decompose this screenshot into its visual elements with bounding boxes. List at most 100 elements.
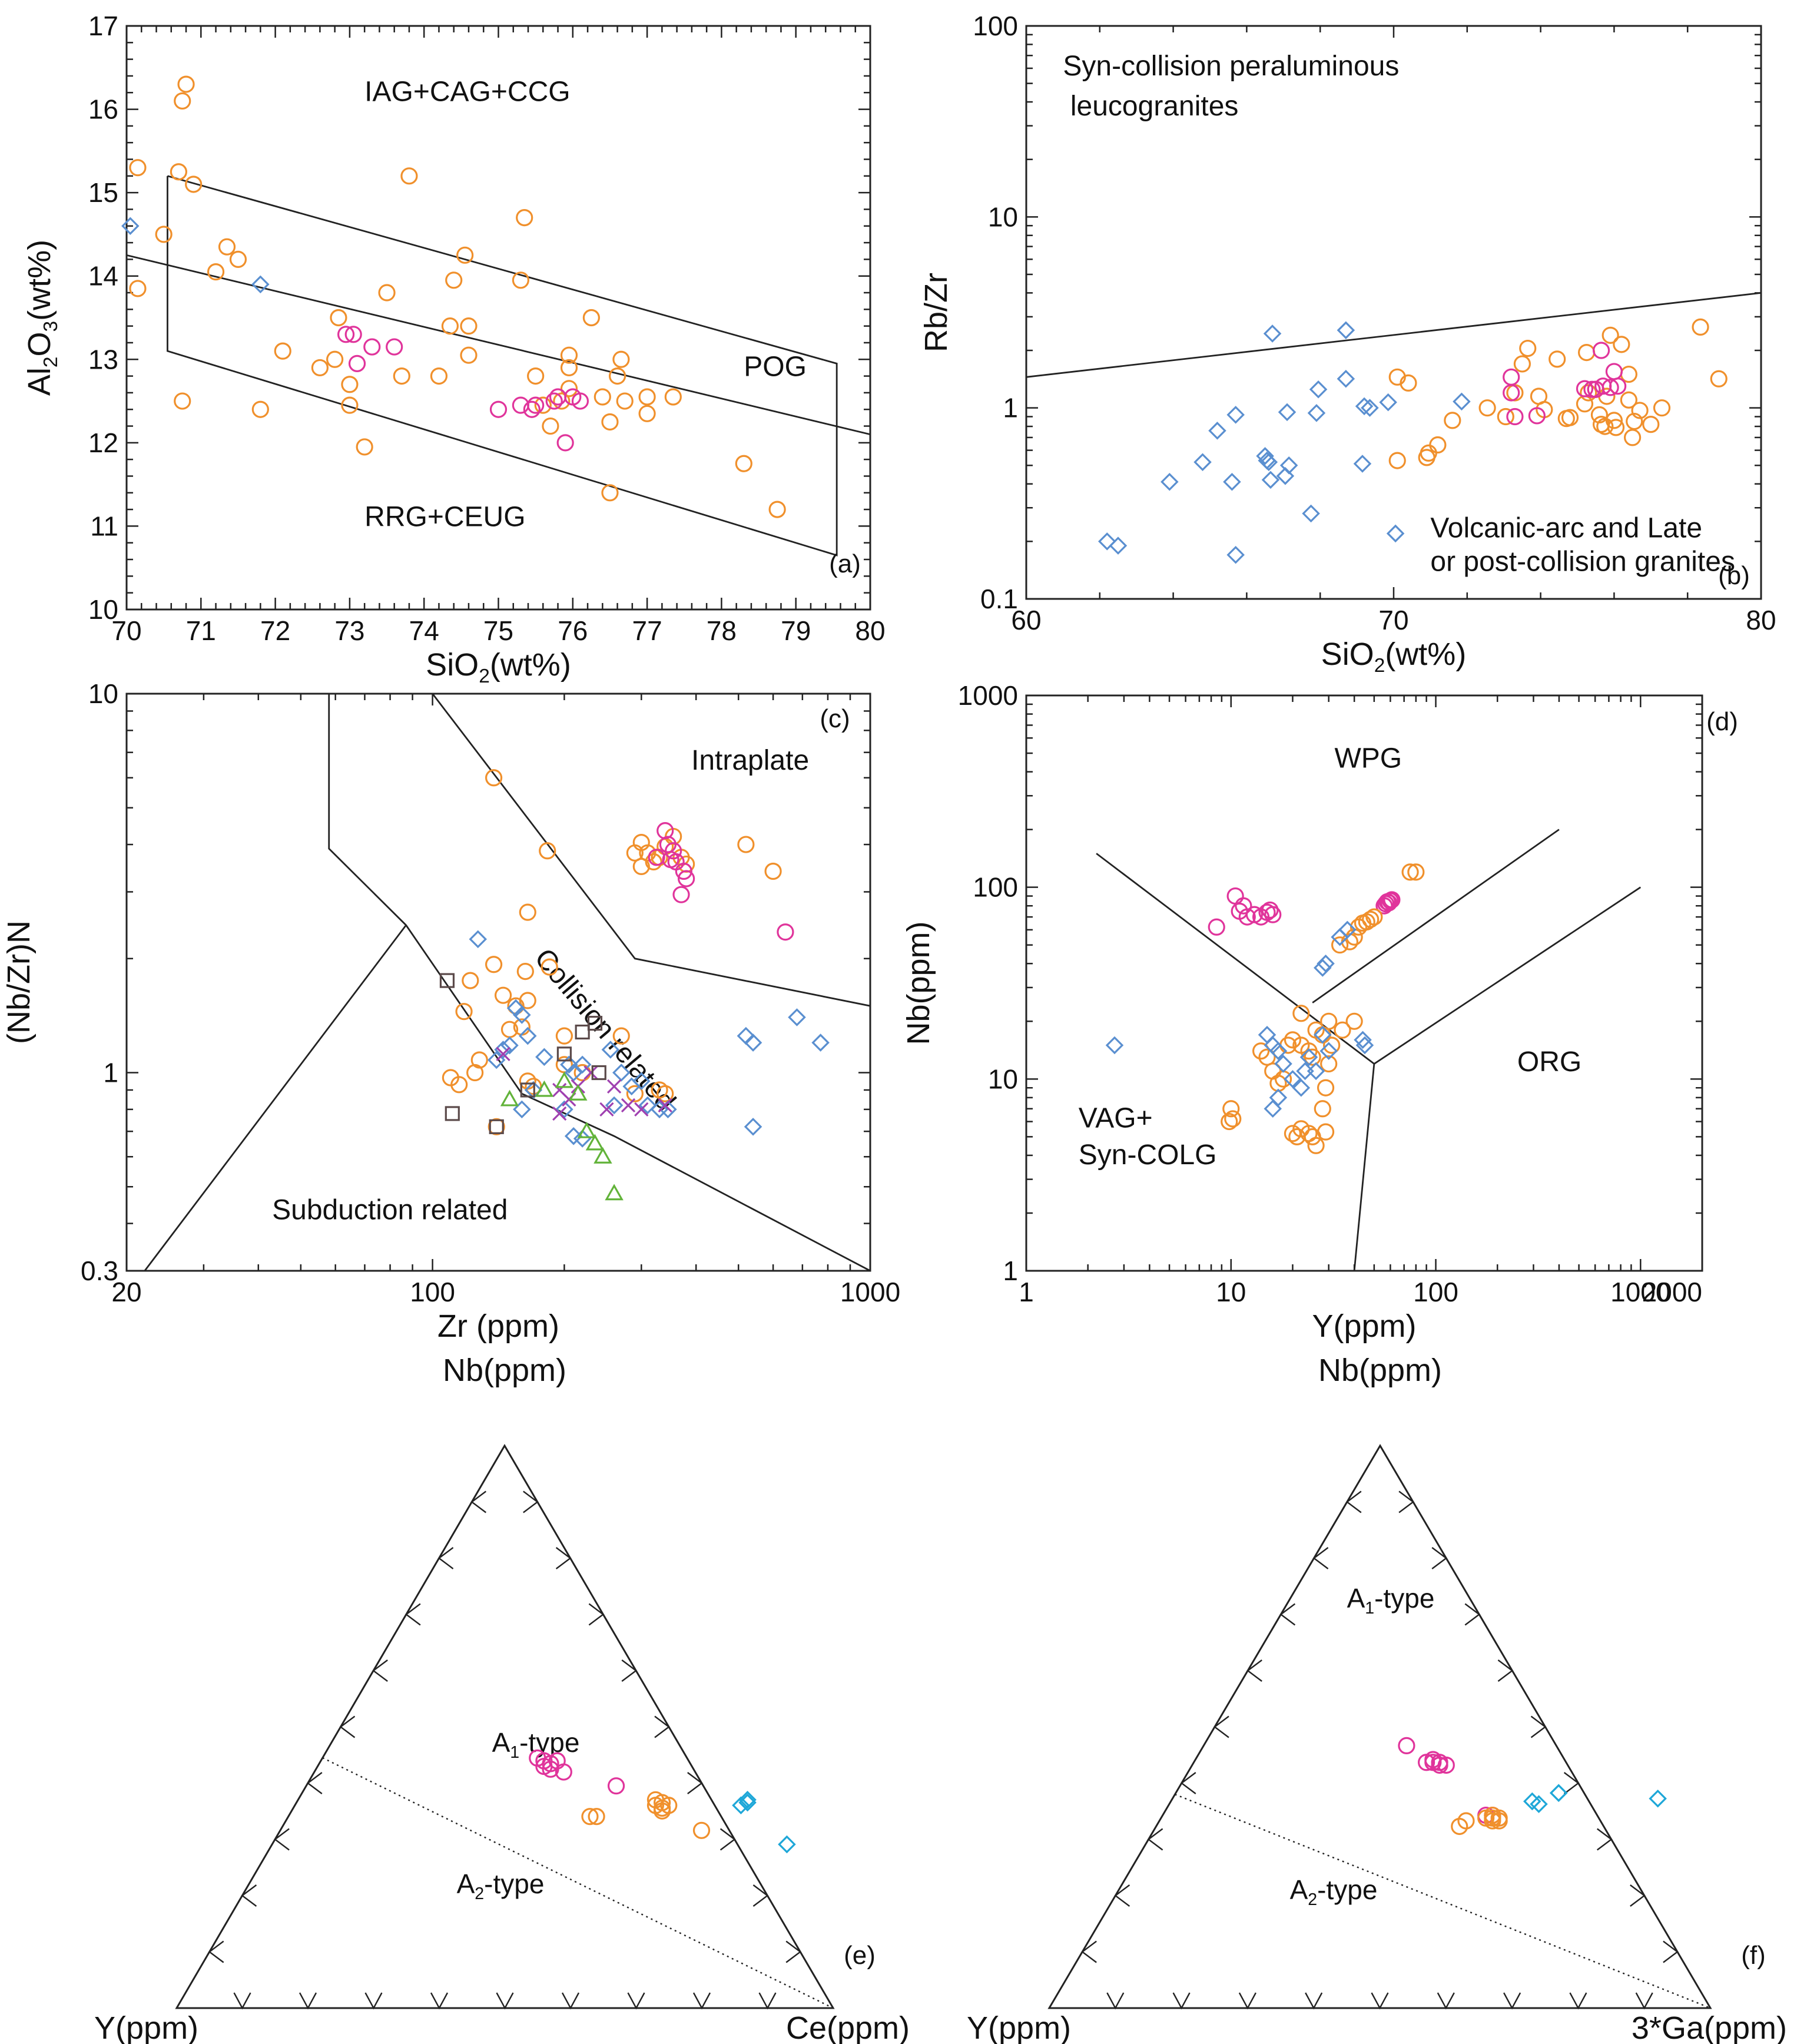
data-point bbox=[527, 396, 545, 414]
tick-mark bbox=[430, 1992, 449, 2010]
data-point bbox=[1530, 1795, 1548, 1813]
data-point bbox=[1437, 1756, 1455, 1774]
data-point bbox=[778, 1835, 796, 1854]
tick-mark bbox=[1114, 1884, 1130, 1907]
tick-mark bbox=[1497, 1659, 1514, 1682]
data-point bbox=[274, 342, 291, 360]
data-point bbox=[555, 1071, 574, 1088]
data-point bbox=[460, 317, 478, 335]
data-point bbox=[1279, 456, 1298, 475]
data-point bbox=[393, 367, 410, 385]
data-point bbox=[1353, 455, 1372, 473]
data-point bbox=[1484, 1806, 1501, 1824]
data-point bbox=[1319, 1042, 1338, 1061]
data-point bbox=[588, 1808, 605, 1826]
data-point bbox=[535, 1752, 553, 1770]
data-point bbox=[555, 1763, 572, 1781]
data-point bbox=[564, 1064, 583, 1082]
series-green bbox=[500, 1071, 624, 1201]
data-point bbox=[738, 1793, 757, 1812]
data-point bbox=[583, 1065, 598, 1080]
data-point bbox=[648, 849, 665, 866]
y-tick-label: 100 bbox=[973, 11, 1018, 41]
y-tick-label: 10 bbox=[88, 678, 118, 709]
data-point bbox=[469, 930, 488, 949]
y-tick-label: 15 bbox=[88, 177, 118, 208]
data-point bbox=[601, 413, 619, 431]
data-point bbox=[626, 1085, 644, 1102]
data-point bbox=[1401, 863, 1419, 881]
data-point bbox=[1278, 403, 1297, 422]
data-point bbox=[129, 280, 147, 297]
data-point bbox=[599, 1102, 614, 1117]
tick-mark bbox=[1305, 1992, 1323, 2010]
data-point bbox=[1523, 1792, 1541, 1811]
data-point bbox=[560, 380, 578, 397]
data-point bbox=[218, 238, 236, 256]
data-point bbox=[326, 350, 344, 368]
data-point bbox=[1398, 1737, 1415, 1754]
tick-mark bbox=[241, 1884, 257, 1907]
data-point bbox=[582, 309, 600, 327]
data-point bbox=[556, 1046, 572, 1062]
data-point bbox=[768, 501, 786, 518]
data-point bbox=[229, 250, 247, 268]
series-magenta bbox=[1503, 342, 1627, 426]
data-point bbox=[1323, 1036, 1341, 1054]
data-point bbox=[1478, 399, 1496, 417]
data-point bbox=[632, 857, 650, 876]
data-point bbox=[744, 1118, 762, 1136]
data-point bbox=[1379, 393, 1397, 412]
data-point bbox=[174, 92, 191, 110]
x-axis-title: Y(ppm) bbox=[1312, 1308, 1416, 1344]
x-tick-label: 100 bbox=[410, 1277, 455, 1307]
data-point bbox=[560, 359, 578, 377]
data-point bbox=[1506, 384, 1524, 402]
data-point bbox=[386, 338, 403, 356]
region-label: or post-collision granites bbox=[1430, 546, 1735, 578]
x-tick-label: 1000 bbox=[840, 1277, 900, 1307]
x-tick-label: 73 bbox=[334, 615, 364, 646]
data-point bbox=[737, 836, 755, 853]
data-point bbox=[1334, 1021, 1351, 1039]
data-point bbox=[593, 388, 611, 406]
data-point bbox=[1388, 452, 1406, 469]
tick-mark bbox=[523, 1490, 539, 1513]
data-point bbox=[1418, 1754, 1435, 1771]
region-label: Intraplate bbox=[691, 745, 809, 776]
data-point bbox=[445, 271, 463, 289]
region-label: leucogranites bbox=[1070, 91, 1239, 122]
data-point bbox=[129, 159, 147, 177]
data-point bbox=[1284, 1031, 1302, 1049]
ternary-ticks bbox=[208, 1490, 802, 2010]
data-point bbox=[1513, 355, 1531, 373]
data-point bbox=[1292, 1078, 1311, 1097]
data-point bbox=[500, 1036, 519, 1055]
data-point bbox=[1109, 536, 1128, 555]
region-label: A2-type bbox=[1290, 1874, 1378, 1909]
data-point bbox=[207, 263, 225, 281]
data-point bbox=[516, 209, 533, 227]
region-label: Syn-collision peraluminous bbox=[1063, 51, 1399, 82]
tick-mark bbox=[687, 1772, 703, 1794]
data-point bbox=[777, 923, 794, 941]
data-point bbox=[632, 1072, 651, 1091]
tick-mark bbox=[719, 1828, 736, 1851]
data-point bbox=[539, 842, 556, 860]
panel-label: (f) bbox=[1741, 1941, 1766, 1970]
data-point bbox=[1400, 374, 1417, 392]
x-tick-label: 79 bbox=[781, 615, 811, 646]
data-point bbox=[1317, 1123, 1335, 1141]
y-tick-label: 10 bbox=[988, 1064, 1018, 1094]
data-point bbox=[1208, 422, 1226, 440]
y-tick-label: 13 bbox=[88, 344, 118, 375]
y-tick-label: 16 bbox=[88, 94, 118, 125]
field-boundary bbox=[127, 254, 870, 436]
data-point bbox=[1407, 863, 1425, 881]
data-point bbox=[1263, 324, 1282, 343]
x-tick-label: 10 bbox=[1216, 1277, 1246, 1307]
data-point bbox=[456, 246, 474, 264]
x-tick-label: 72 bbox=[260, 615, 290, 646]
y-axis-title: (Nb/Zr)N bbox=[1, 920, 37, 1044]
y-tick-label: 11 bbox=[90, 511, 118, 541]
